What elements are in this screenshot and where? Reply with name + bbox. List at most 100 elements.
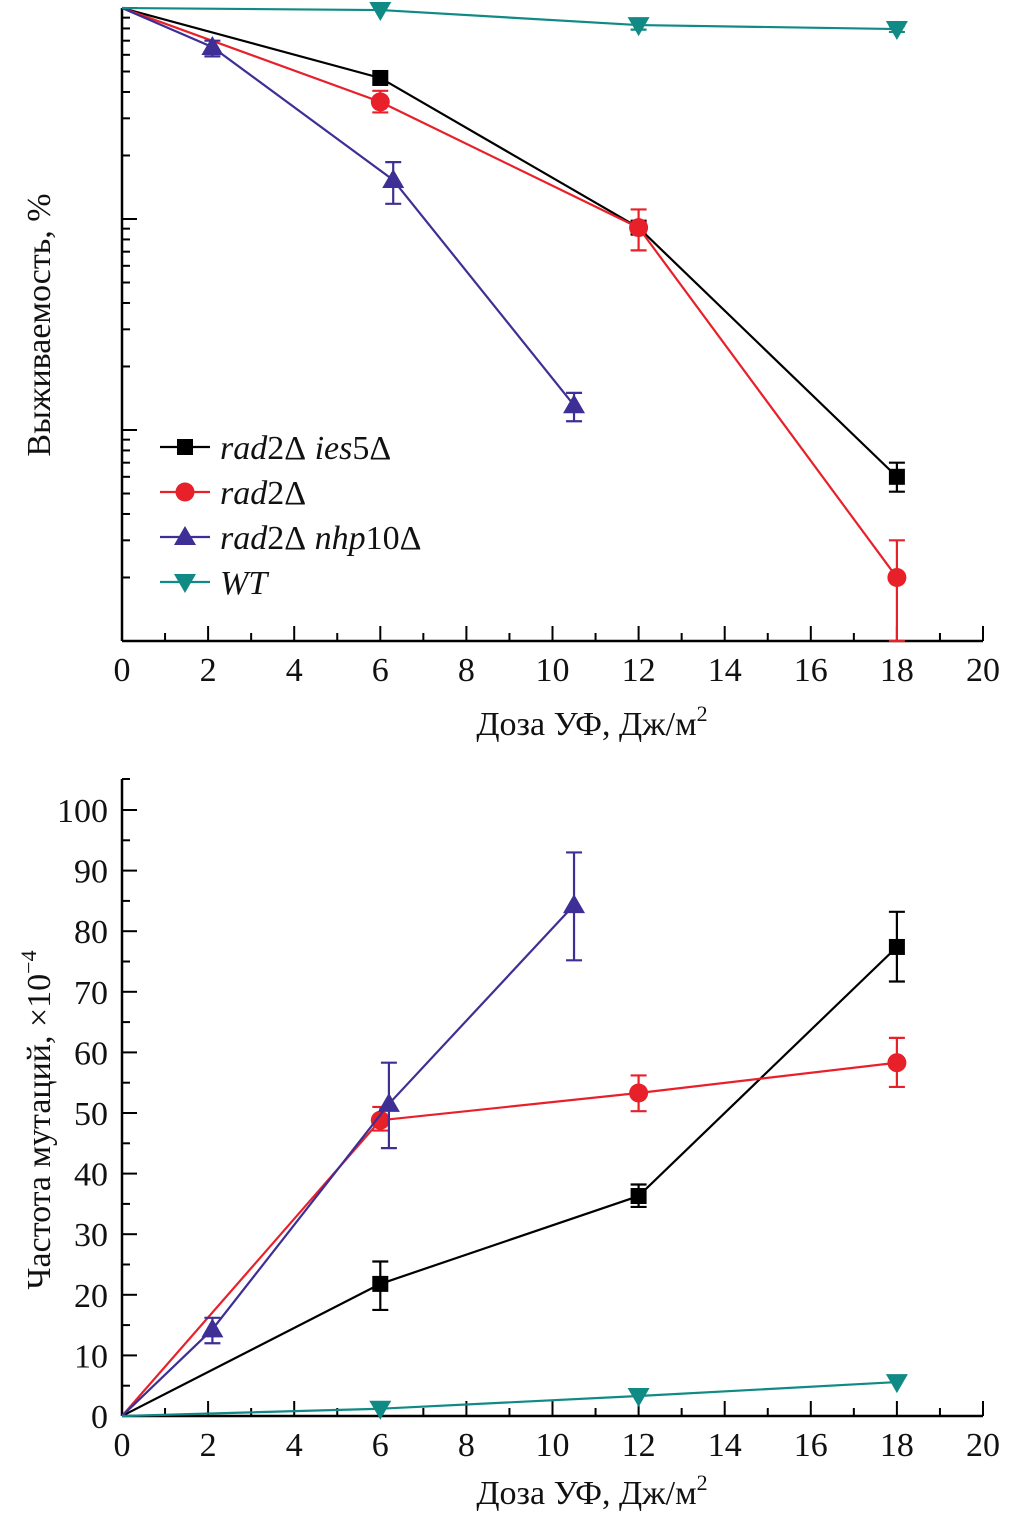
survival-x-axis-title-main: Доза УФ, Дж/м [476,706,696,743]
mutation-y-tick-label: 80 [74,914,108,951]
mutation-series-line [121,946,898,1417]
mutation-data-point [370,1110,390,1130]
mutation-x-tick-label: 4 [286,1427,303,1464]
survival-data-point [885,21,908,41]
mutation-series-2 [121,851,586,1417]
survival-series-3 [121,2,908,41]
survival-data-point [370,92,390,112]
mutation-x-tick-label: 14 [708,1427,742,1464]
survival-series-line [121,6,575,406]
mutation-series-line [121,904,575,1417]
mutation-data-point [629,1083,649,1103]
mutation-series [121,851,908,1420]
survival-data-point [369,2,392,22]
survival-series-0 [121,6,905,493]
survival-data-point [372,69,389,86]
mutation-y-tick-label: 50 [74,1096,108,1133]
mutation-x-tick-label: 2 [200,1427,217,1464]
survival-data-point [201,36,224,56]
mutation-y-tick-label: 70 [74,975,108,1012]
legend-label-part: 2Δ [267,520,306,557]
survival-axes: 0 2 4 6 8 10 12 14 16 18 20 [114,7,1000,689]
mutation-x-tick-label: 0 [114,1427,131,1464]
mutation-data-point [887,1053,907,1073]
survival-x-tick-label: 2 [200,652,217,689]
legend-marker-0 [177,439,193,455]
survival-series-line [121,6,898,579]
survival-x-tick-label: 0 [114,652,131,689]
mutation-y-axis-title: Частота мутаций, ×10−4 [16,950,58,1289]
survival-series-line [121,6,898,478]
survival-series-1 [121,6,907,643]
legend-marker-2 [174,526,196,545]
survival-x-tick-label: 6 [372,652,389,689]
mutation-data-point [563,894,586,914]
mutation-y-tick-label: 60 [74,1035,108,1072]
mutation-y-tick-label: 30 [74,1217,108,1254]
legend-label-part: 2Δ [267,475,306,512]
legend-marker-3 [174,574,196,593]
mutation-x-tick-label: 12 [622,1427,656,1464]
mutation-x-axis-title-main: Доза УФ, Дж/м [476,1475,696,1512]
mutation-data-point [377,1092,400,1112]
survival-x-axis-title: Доза УФ, Дж/м2 [476,701,707,743]
mutation-data-point [372,1275,389,1292]
survival-data-point [382,169,405,189]
mutation-x-tick-label: 18 [880,1427,914,1464]
mutation-x-tick-label: 8 [458,1427,475,1464]
survival-data-point [888,468,905,485]
mutation-y-tick-label: 40 [74,1157,108,1194]
legend-label-3: WT [220,565,269,602]
legend-marker-1 [175,482,195,502]
mutation-series-line [121,1061,898,1417]
mutation-x-tick-label: 16 [794,1427,828,1464]
survival-x-tick-label: 4 [286,652,303,689]
survival-x-tick-label: 14 [708,652,742,689]
mutation-x-tick-label: 10 [536,1427,570,1464]
mutation-y-tick-label: 10 [74,1338,108,1375]
survival-chart: 0 2 4 6 8 10 12 14 16 18 20 Выживаемость, % Доза У… [21,2,1000,743]
legend-label-1: rad2Δ [220,475,306,512]
mutation-series-3 [121,1374,908,1420]
survival-data-point [563,394,586,414]
mutation-data-point [369,1400,392,1420]
legend-label-part: ies [306,430,352,467]
survival-data-point [627,17,650,37]
mutation-x-tick-label: 20 [966,1427,1000,1464]
survival-x-tick-label: 16 [794,652,828,689]
mutation-series-1 [121,1036,907,1417]
mutation-x-axis-title-sup: 2 [697,1470,708,1495]
survival-x-axis-title-sup: 2 [697,701,708,726]
mutation-data-point [627,1388,650,1408]
legend-label-part: rad [220,520,268,557]
legend-label-part: nhp [306,520,366,557]
mutation-data-point [888,938,905,955]
mutation-y-axis-title-sup: −4 [16,950,41,973]
mutation-data-point [630,1188,647,1205]
survival-series [121,2,908,643]
survival-x-tick-label: 20 [966,652,1000,689]
legend-label-part: WT [220,565,269,602]
legend-label-part: 5Δ [352,430,391,467]
mutation-y-tick-label: 20 [74,1278,108,1315]
mutation-series-line [121,1380,897,1418]
legend-label-0: rad2Δ ies5Δ [220,430,391,467]
survival-series-2 [121,6,586,423]
mutation-axes: 0 2 4 6 8 10 12 14 16 18 20 0 10 20 30 40 50 60 70 80 90 100 [57,778,1000,1464]
survival-x-tick-label: 18 [880,652,914,689]
legend-label-part: 2Δ [267,430,306,467]
survival-series-line [121,6,897,31]
survival-x-tick-label: 8 [458,652,475,689]
survival-x-tick-label: 12 [622,652,656,689]
legend-label-2: rad2Δ nhp10Δ [220,520,421,557]
mutation-y-axis-title-main: Частота мутаций, ×10 [21,974,58,1290]
mutation-data-point [201,1318,224,1338]
mutation-chart: 0 2 4 6 8 10 12 14 16 18 200102030405060708090100 … [16,778,1000,1512]
mutation-series-0 [121,910,905,1417]
legend-label-part: 10Δ [366,520,422,557]
mutation-y-tick-label: 90 [74,854,108,891]
mutation-y-tick-label: 0 [91,1399,108,1436]
survival-data-point [887,567,907,587]
